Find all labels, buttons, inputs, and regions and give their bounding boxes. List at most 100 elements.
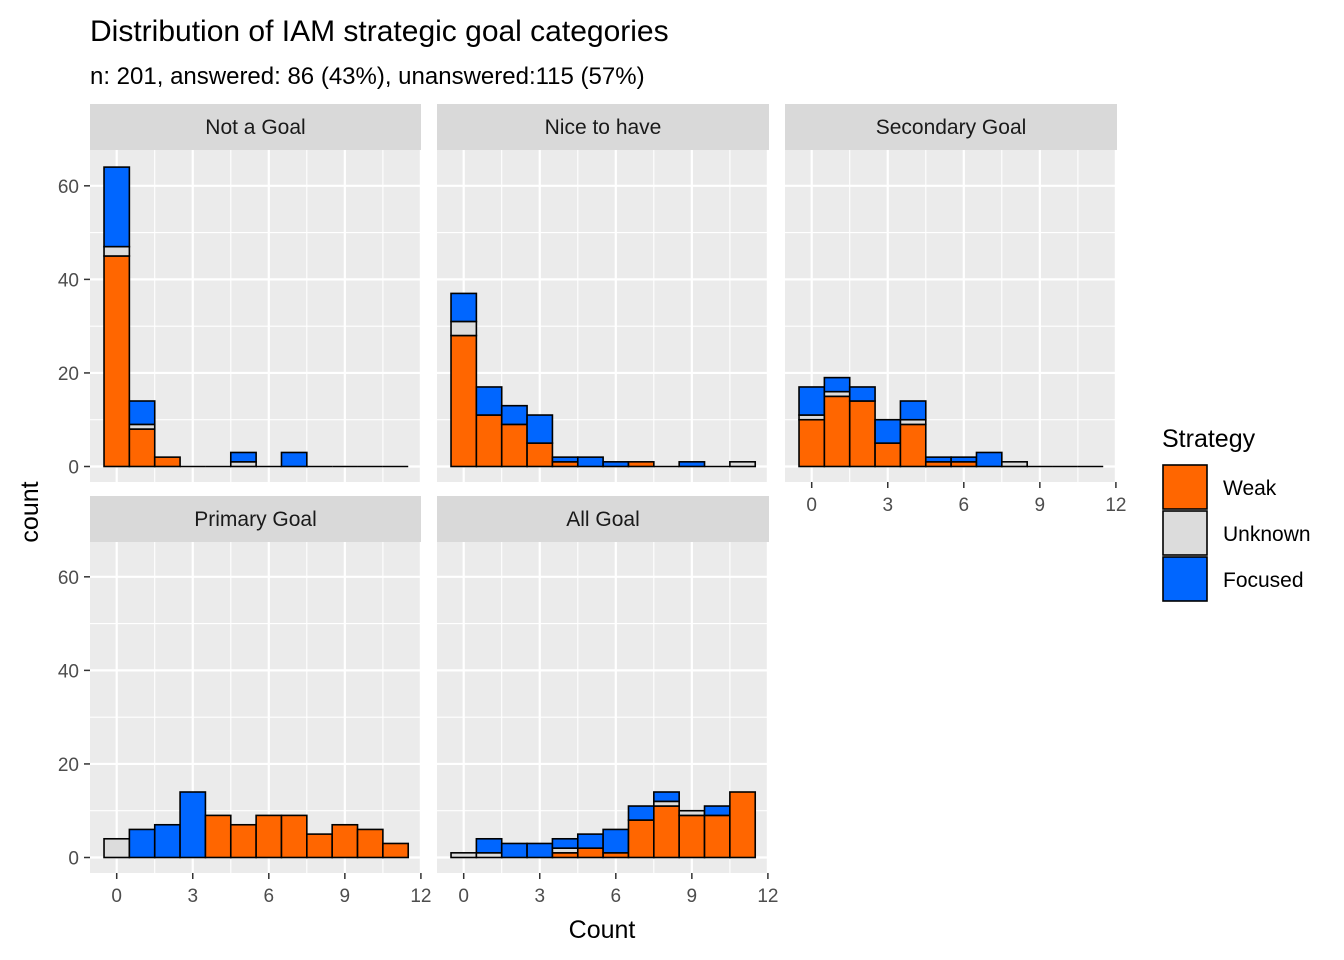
panel-all-goal: All Goal 0 3 6 9 12 bbox=[437, 496, 778, 907]
panel-all-goal-bar-focused bbox=[526, 842, 554, 859]
panel-secondary-goal-bar-focused bbox=[924, 456, 952, 463]
panel-secondary-goal-bar-weak bbox=[823, 395, 851, 468]
panel-primary-goal-y-tick-label: 0 bbox=[68, 849, 79, 870]
panel-secondary-goal-x-tick-label: 12 bbox=[1105, 495, 1126, 516]
panel-secondary-goal-bar-focused bbox=[899, 400, 927, 421]
panel-all-goal-bar-focused bbox=[602, 828, 630, 854]
legend-label-unknown: Unknown bbox=[1223, 523, 1311, 546]
panel-primary-goal-bar-focused bbox=[128, 828, 156, 859]
panel-all-goal-bar-weak bbox=[703, 814, 731, 859]
panel-nice-to-have-bar-weak bbox=[526, 442, 554, 468]
legend-title: Strategy bbox=[1162, 425, 1256, 453]
panel-not-a-goal-strip bbox=[90, 104, 421, 150]
chart-title: Distribution of IAM strategic goal categ… bbox=[90, 15, 669, 48]
panel-not-a-goal-y-tick-label: 40 bbox=[58, 270, 79, 291]
panel-all-goal-bar-focused bbox=[576, 833, 604, 849]
panel-primary-goal-bar-weak bbox=[356, 828, 384, 859]
panel-secondary-goal-bar-focused bbox=[823, 376, 851, 393]
panel-primary-goal-strip bbox=[90, 496, 421, 542]
panel-nice-to-have: Nice to have bbox=[437, 104, 770, 482]
panel-all-goal-bar-unknown bbox=[678, 809, 706, 817]
panel-secondary-goal-x-tick-label: 9 bbox=[1035, 495, 1046, 516]
panel-primary-goal-strip-label: Primary Goal bbox=[194, 508, 317, 531]
panel-primary-goal-x-tick-label: 6 bbox=[264, 886, 275, 907]
panel-nice-to-have-bar-focused bbox=[602, 461, 630, 468]
legend-key-weak bbox=[1162, 464, 1208, 510]
panel-not-a-goal-y-tick-label: 20 bbox=[58, 364, 79, 385]
panel-primary-goal-bar-focused bbox=[179, 791, 207, 859]
panel-secondary-goal-bar-focused bbox=[975, 451, 1003, 468]
panel-primary-goal-bar-weak bbox=[255, 814, 283, 859]
panel-nice-to-have-strip bbox=[437, 104, 769, 150]
chart-subtitle: n: 201, answered: 86 (43%), unanswered:1… bbox=[90, 63, 645, 90]
panel-not-a-goal-bar-weak bbox=[128, 428, 156, 468]
panel-nice-to-have-bar-unknown bbox=[729, 461, 757, 468]
panel-primary-goal-x-tick-label: 12 bbox=[410, 886, 431, 907]
panel-secondary-goal-x-tick-label: 3 bbox=[882, 495, 893, 516]
panel-secondary-goal-x-tick-label: 6 bbox=[959, 495, 970, 516]
panel-primary-goal-x-tick-label: 9 bbox=[340, 886, 351, 907]
panel-primary-goal-y-tick-label: 20 bbox=[58, 755, 79, 776]
panel-all-goal-bar-focused bbox=[551, 837, 579, 849]
panel-all-goal-bar-focused bbox=[500, 842, 528, 859]
panel-all-goal-x-tick-label: 9 bbox=[687, 886, 698, 907]
y-axis-title: count bbox=[16, 481, 44, 542]
legend-label-focused: Focused bbox=[1223, 569, 1304, 592]
panel-all-goal-bar-focused bbox=[627, 805, 655, 821]
panel-all-goal-strip-label: All Goal bbox=[566, 508, 640, 531]
panel-secondary-goal-bar-unknown bbox=[1001, 461, 1028, 468]
panel-nice-to-have-bar-focused bbox=[678, 461, 706, 468]
panel-nice-to-have-bar-unknown bbox=[450, 320, 478, 337]
panel-secondary-goal-bar-weak bbox=[899, 423, 927, 468]
panel-not-a-goal-strip-label: Not a Goal bbox=[205, 116, 305, 139]
panel-not-a-goal-bar-focused bbox=[280, 451, 308, 468]
panel-primary-goal-x-tick-label: 3 bbox=[187, 886, 198, 907]
panel-primary-goal-x-tick-label: 0 bbox=[111, 886, 122, 907]
panel-secondary-goal-strip bbox=[785, 104, 1117, 150]
panel-nice-to-have-bar-weak bbox=[627, 461, 655, 468]
panel-nice-to-have-strip-label: Nice to have bbox=[545, 116, 662, 139]
panel-not-a-goal-y-tick-label: 60 bbox=[58, 177, 79, 198]
panel-secondary-goal-bar-focused bbox=[798, 386, 826, 416]
panel-secondary-goal-x-tick-label: 0 bbox=[806, 495, 817, 516]
panel-not-a-goal-y-tick-label: 0 bbox=[68, 458, 79, 479]
panel-nice-to-have-bar-focused bbox=[576, 456, 604, 468]
panel-all-goal-x-tick-label: 12 bbox=[757, 886, 778, 907]
panel-all-goal-x-tick-label: 6 bbox=[611, 886, 622, 907]
panel-secondary-goal-strip-label: Secondary Goal bbox=[876, 116, 1027, 139]
panel-primary-goal: Primary Goal 0 20 40 60 0 3 6 9 12 bbox=[58, 496, 431, 907]
panel-secondary-goal: Secondary Goal 0 3 6 9 12 bbox=[785, 104, 1126, 516]
legend-key-focused bbox=[1162, 556, 1208, 602]
x-axis-title: Count bbox=[569, 916, 636, 944]
panel-nice-to-have-bar-focused bbox=[551, 456, 579, 463]
panel-all-goal-bar-weak bbox=[627, 819, 655, 859]
panel-primary-goal-bar-weak bbox=[280, 814, 308, 859]
panel-all-goal-bar-focused bbox=[653, 791, 680, 803]
panel-primary-goal-bar-weak bbox=[229, 823, 257, 859]
panel-all-goal-bar-unknown bbox=[450, 852, 478, 859]
panel-nice-to-have-bar-focused bbox=[500, 404, 528, 426]
panel-primary-goal-bar-focused bbox=[153, 823, 181, 859]
panel-primary-goal-y-tick-label: 40 bbox=[58, 661, 79, 682]
panel-nice-to-have-bar-focused bbox=[526, 414, 554, 444]
panel-all-goal-x-tick-label: 0 bbox=[458, 886, 469, 907]
panel-primary-goal-y-tick-label: 60 bbox=[58, 568, 79, 589]
legend-key-unknown bbox=[1162, 510, 1208, 556]
panel-not-a-goal-bar-focused bbox=[128, 400, 156, 426]
panel-all-goal-bar-focused bbox=[703, 805, 731, 817]
panel-primary-goal-bar-weak bbox=[382, 842, 410, 859]
panel-all-goal-bar-weak bbox=[678, 814, 706, 859]
panel-primary-goal-bar-weak bbox=[306, 833, 333, 859]
panel-all-goal-bar-weak bbox=[729, 791, 757, 859]
panel-secondary-goal-bar-weak bbox=[874, 442, 902, 468]
panel-primary-goal-bar-weak bbox=[331, 823, 359, 859]
panel-secondary-goal-bar-weak bbox=[798, 418, 826, 468]
panel-secondary-goal-bar-focused bbox=[950, 456, 978, 463]
panel-nice-to-have-bar-weak bbox=[475, 414, 503, 468]
panel-all-goal-bar-weak bbox=[653, 805, 680, 859]
panel-nice-to-have-bar-focused bbox=[475, 386, 503, 416]
panel-not-a-goal-bar-focused bbox=[103, 166, 131, 248]
panel-nice-to-have-bar-weak bbox=[500, 423, 528, 468]
panel-secondary-goal-bar-weak bbox=[848, 400, 876, 468]
